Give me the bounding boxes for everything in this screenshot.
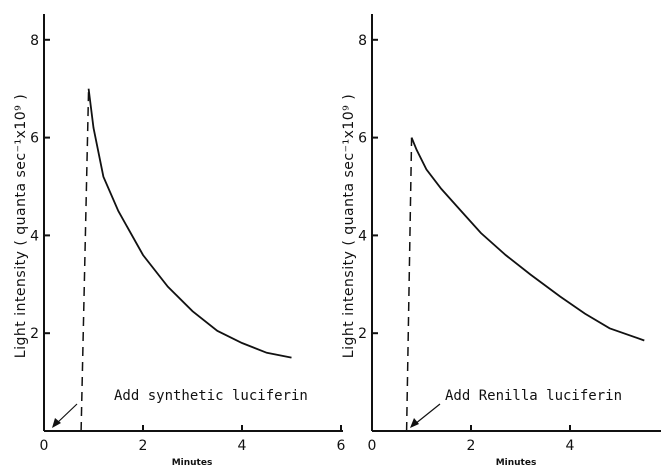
x-axis-label: Minutes xyxy=(172,458,213,468)
x-tick-label-0: 0 xyxy=(368,438,377,454)
annotation-arrow xyxy=(414,403,441,425)
chart-right: 2 4 6 8 0 2 4 Light intensity ( quanta sec⁻¹x1… xyxy=(341,14,661,468)
series-group xyxy=(405,137,645,432)
annotation: Add synthetic luciferin xyxy=(52,388,308,428)
y-axis-label: Light intensity ( quanta sec⁻¹x10⁹ ) xyxy=(13,94,29,358)
tick-marks xyxy=(371,38,571,431)
tick-labels: 2 4 6 8 0 2 4 xyxy=(358,33,574,454)
injection-dashed-line xyxy=(80,88,90,432)
chart-left: 2 4 6 8 0 2 4 6 Light intensity ( quanta sec⁻¹x… xyxy=(13,14,346,468)
annotation-label: Add Renilla luciferin xyxy=(445,388,622,404)
tick-marks xyxy=(43,38,342,431)
x-tick-label-4: 4 xyxy=(566,438,575,454)
y-tick-label-6: 6 xyxy=(30,131,39,147)
y-tick-label-4: 4 xyxy=(30,228,39,244)
x-tick-label-2: 2 xyxy=(139,438,148,454)
y-tick-label-2: 2 xyxy=(358,326,367,342)
y-axis-label: Light intensity ( quanta sec⁻¹x10⁹ ) xyxy=(341,94,357,358)
light-decay-curve xyxy=(410,137,645,342)
annotation-arrow xyxy=(55,403,78,425)
y-tick-label-6: 6 xyxy=(358,131,367,147)
annotation-label: Add synthetic luciferin xyxy=(114,388,308,404)
annotation-arrowhead xyxy=(52,418,61,428)
tick-labels: 2 4 6 8 0 2 4 6 xyxy=(30,33,345,454)
y-tick-label-4: 4 xyxy=(358,228,367,244)
x-tick-label-4: 4 xyxy=(238,438,247,454)
x-tick-label-6: 6 xyxy=(337,438,346,454)
y-tick-label-2: 2 xyxy=(30,326,39,342)
series-group xyxy=(80,88,292,432)
y-tick-label-8: 8 xyxy=(30,33,39,49)
x-tick-label-2: 2 xyxy=(467,438,476,454)
annotation: Add Renilla luciferin xyxy=(410,388,622,428)
annotation-arrowhead xyxy=(410,418,419,428)
y-tick-label-8: 8 xyxy=(358,33,367,49)
light-decay-curve xyxy=(87,88,292,359)
x-tick-label-0: 0 xyxy=(40,438,49,454)
x-axis-label: Minutes xyxy=(496,458,537,468)
injection-dashed-line xyxy=(405,137,413,432)
